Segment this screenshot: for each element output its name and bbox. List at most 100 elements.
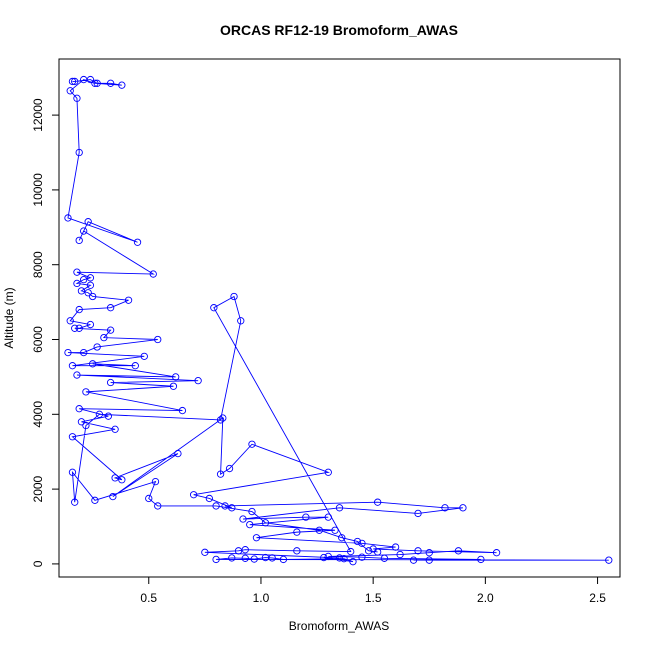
data-point [248, 507, 256, 516]
data-point [104, 412, 113, 420]
data-point [91, 496, 99, 504]
data-point [68, 77, 77, 86]
data-point [335, 504, 344, 512]
y-axis: 0 2000 4000 6000 8000 10000 12000 [31, 98, 59, 567]
data-point [169, 382, 178, 390]
data-point [212, 502, 220, 510]
data-point [380, 554, 389, 562]
data-point [373, 498, 382, 506]
chart-title: ORCAS RF12-19 Bromoform_AWAS [220, 22, 458, 38]
data-point [73, 94, 81, 102]
data-point [459, 504, 467, 512]
data-point [145, 494, 153, 503]
data-point [151, 477, 160, 486]
data-point [391, 543, 400, 551]
data-point [118, 476, 126, 484]
data-point [441, 504, 449, 512]
data-point [174, 449, 182, 458]
data-point [293, 547, 301, 555]
data-point [93, 79, 101, 87]
data-point [349, 558, 357, 566]
data-point [331, 526, 339, 534]
data-point [71, 498, 79, 506]
data-point [118, 81, 126, 89]
data-point [241, 546, 249, 554]
data-point [201, 548, 209, 556]
y-axis-label: Altitude (m) [2, 287, 16, 348]
data-point [414, 509, 422, 518]
data-point [320, 553, 328, 562]
data-point [106, 326, 115, 334]
data-point [279, 555, 288, 564]
data-point [358, 539, 366, 547]
data-point [93, 343, 101, 351]
data-point [64, 214, 72, 222]
data-point [80, 276, 88, 284]
data-point [425, 556, 433, 564]
data-point [82, 388, 90, 396]
data-point [133, 238, 142, 246]
data-point [84, 218, 92, 226]
data-point [66, 87, 74, 95]
data-point [228, 504, 236, 512]
data-point [425, 549, 433, 557]
data-point [68, 433, 77, 441]
data-point [75, 148, 83, 157]
data-point [106, 378, 115, 387]
data-point [111, 474, 119, 482]
data-point [194, 376, 202, 385]
data-point [221, 502, 229, 510]
data-point [205, 494, 214, 503]
data-point [109, 492, 117, 501]
data-point [210, 304, 218, 312]
data-point [605, 556, 613, 564]
data-point [216, 416, 225, 424]
data-point [358, 553, 366, 561]
data-point [106, 79, 115, 87]
data-point [373, 548, 382, 556]
data-point [216, 470, 225, 478]
data-point [75, 236, 83, 245]
data-point [73, 279, 81, 288]
data-point [64, 348, 72, 357]
data-point [71, 324, 79, 332]
data-point [84, 289, 92, 297]
data-point [106, 304, 115, 312]
data-point [178, 406, 187, 415]
data-point [154, 335, 162, 344]
data-point [492, 549, 501, 557]
y-tick-label: 0 [31, 560, 45, 567]
data-point [219, 414, 227, 422]
data-point [340, 555, 348, 563]
data-point [239, 515, 247, 523]
data-point [172, 373, 180, 381]
data-point [293, 528, 301, 536]
data-point [66, 317, 74, 325]
data-point [268, 554, 276, 562]
y-tick-label: 2000 [31, 475, 45, 502]
data-point [75, 405, 83, 413]
data-point [324, 552, 332, 561]
data-point [149, 270, 157, 278]
data-point [82, 421, 90, 430]
data-layer [64, 75, 613, 566]
y-tick-label: 6000 [31, 326, 45, 353]
data-point [414, 547, 422, 555]
data-point [75, 305, 83, 314]
data-point [71, 77, 79, 86]
data-point [252, 534, 261, 542]
x-axis: 0.5 1.0 1.5 2.0 2.5 [140, 576, 606, 605]
data-point [335, 554, 344, 562]
data-point [73, 268, 81, 276]
data-point [237, 317, 245, 325]
data-point [80, 227, 88, 235]
data-point [86, 281, 95, 289]
data-point [302, 513, 310, 521]
x-tick-label: 2.0 [477, 591, 494, 605]
data-point [73, 371, 81, 379]
data-point [212, 555, 220, 564]
data-point [338, 534, 346, 542]
data-point [228, 554, 236, 562]
data-point [230, 292, 238, 301]
data-point [234, 547, 243, 555]
